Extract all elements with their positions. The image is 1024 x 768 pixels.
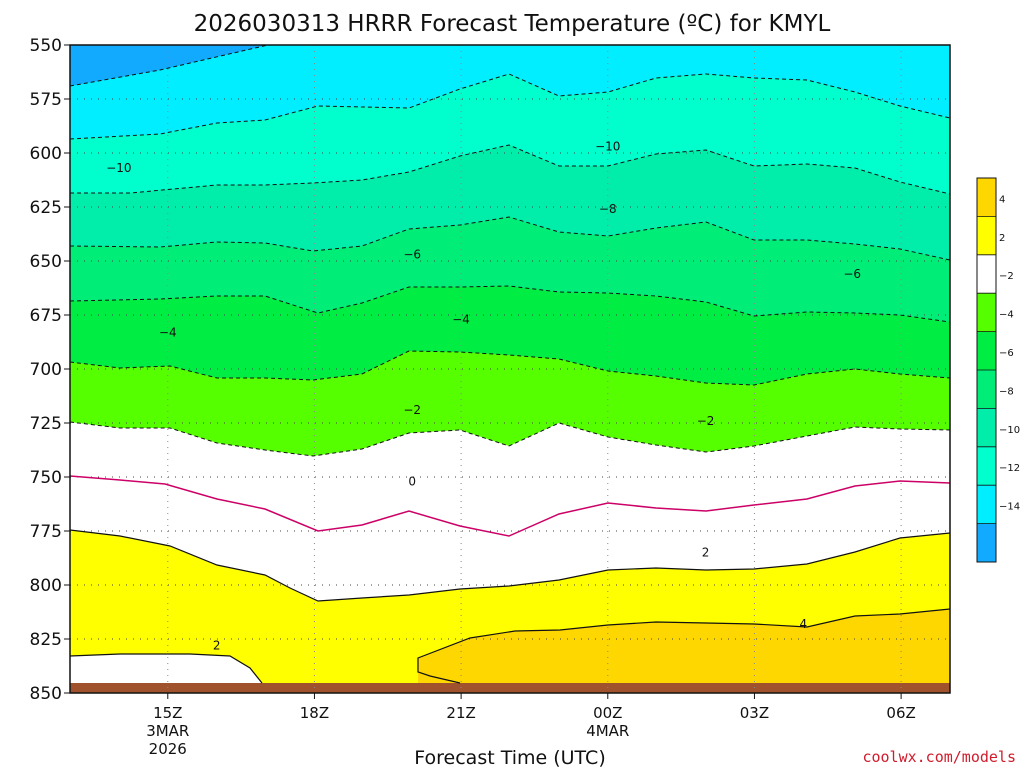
isotherm-neg2 bbox=[69, 421, 951, 457]
y-tick-label: 775 bbox=[30, 522, 62, 542]
contour-label: −4 bbox=[452, 312, 470, 326]
contour-label: 2 bbox=[702, 546, 710, 560]
x-tick-label: 00Z bbox=[593, 704, 622, 722]
contour-label: −6 bbox=[843, 267, 861, 281]
contour-labels: −10 −10 −8 −6 −6 −4 −4 −2 −2 0 2 2 4 bbox=[106, 140, 861, 653]
x-tick-label: 03Z bbox=[740, 704, 769, 722]
y-tick-label: 550 bbox=[30, 36, 62, 56]
x-axis-title: Forecast Time (UTC) bbox=[414, 747, 605, 768]
colorbar-tick-label: −10 bbox=[999, 425, 1020, 436]
colorbar-bin bbox=[977, 331, 996, 370]
colorbar-tick-label: 4 bbox=[999, 194, 1005, 205]
colorbar-bin bbox=[977, 370, 996, 409]
colorbar-bin bbox=[977, 446, 996, 486]
contour-label: 2 bbox=[213, 638, 221, 652]
colorbar-bin bbox=[977, 216, 996, 255]
y-tick-label: 600 bbox=[30, 144, 62, 164]
y-tick-label: 675 bbox=[30, 306, 62, 326]
isotherm-4 bbox=[417, 608, 951, 684]
contour-label: 4 bbox=[800, 617, 808, 631]
colorbar-bin bbox=[977, 178, 996, 217]
contour-label: −8 bbox=[599, 202, 617, 216]
y-tick-label: 725 bbox=[30, 414, 62, 434]
contour-label: −2 bbox=[403, 403, 421, 417]
y-tick-label: 850 bbox=[30, 684, 62, 704]
plot-area: −10 −10 −8 −6 −6 −4 −4 −2 −2 0 2 2 4 bbox=[69, 44, 951, 694]
x-tick-label: 3MAR bbox=[146, 722, 189, 740]
isotherm-2 bbox=[69, 529, 951, 602]
x-gridlines bbox=[167, 45, 902, 693]
ground bbox=[70, 683, 950, 693]
negative-isotherms bbox=[69, 44, 951, 457]
y-tick-label: 575 bbox=[30, 90, 62, 110]
x-tick-label: 4MAR bbox=[586, 722, 629, 740]
y-tick-label: 750 bbox=[30, 468, 62, 488]
contour-label: −10 bbox=[595, 140, 620, 154]
chart-title: 2026030313 HRRR Forecast Temperature (ºC… bbox=[194, 11, 831, 37]
colorbar-tick-label: −14 bbox=[999, 502, 1020, 513]
isotherm-neg12 bbox=[69, 44, 269, 87]
y-tick-label: 800 bbox=[30, 576, 62, 596]
credit-text: coolwx.com/models bbox=[862, 748, 1016, 766]
isotherm-2-low bbox=[69, 653, 263, 684]
isotherm-neg8 bbox=[70, 144, 951, 195]
contour-label: −6 bbox=[403, 248, 421, 262]
colorbar: 4 2 −2 −4 −6 −8 −10 −12 −14 bbox=[976, 177, 1020, 563]
contour-label: 0 bbox=[408, 474, 416, 488]
colorbar-tick-label: −2 bbox=[999, 271, 1014, 282]
colorbar-bin bbox=[977, 408, 996, 447]
y-tick-label: 650 bbox=[30, 252, 62, 272]
positive-isotherms bbox=[69, 529, 951, 684]
colorbar-tick-label: −6 bbox=[999, 348, 1014, 359]
colorbar-bin bbox=[977, 254, 996, 294]
colorbar-tick-label: −12 bbox=[999, 463, 1020, 474]
isotherm-0 bbox=[69, 475, 951, 537]
y-tick-label: 825 bbox=[30, 630, 62, 650]
band-4-above bbox=[418, 609, 950, 693]
isotherm-neg6 bbox=[69, 216, 951, 261]
y-tick-label: 700 bbox=[30, 360, 62, 380]
x-tick-label: 21Z bbox=[446, 704, 475, 722]
isotherm-neg2-upper bbox=[69, 350, 951, 386]
x-tick-label: 15Z bbox=[153, 704, 182, 722]
colorbar-bin bbox=[977, 523, 996, 562]
colorbar-tick-label: −4 bbox=[999, 310, 1014, 321]
isotherm-neg4 bbox=[69, 285, 951, 323]
colorbar-bin bbox=[977, 485, 996, 524]
x-tick-label: 06Z bbox=[886, 704, 915, 722]
colorbar-bin bbox=[977, 293, 996, 332]
y-axis: 550 575 600 625 650 675 700 725 750 775 800 825 850 bbox=[30, 36, 70, 704]
colorbar-tick-label: −8 bbox=[999, 386, 1014, 397]
contour-label: −2 bbox=[697, 414, 715, 428]
y-tick-label: 625 bbox=[30, 198, 62, 218]
x-tick-label: 18Z bbox=[300, 704, 329, 722]
contour-label: −10 bbox=[106, 161, 131, 175]
colorbar-tick-label: 2 bbox=[999, 233, 1005, 244]
x-tick-label: 2026 bbox=[149, 740, 187, 758]
contour-label: −4 bbox=[159, 325, 177, 339]
